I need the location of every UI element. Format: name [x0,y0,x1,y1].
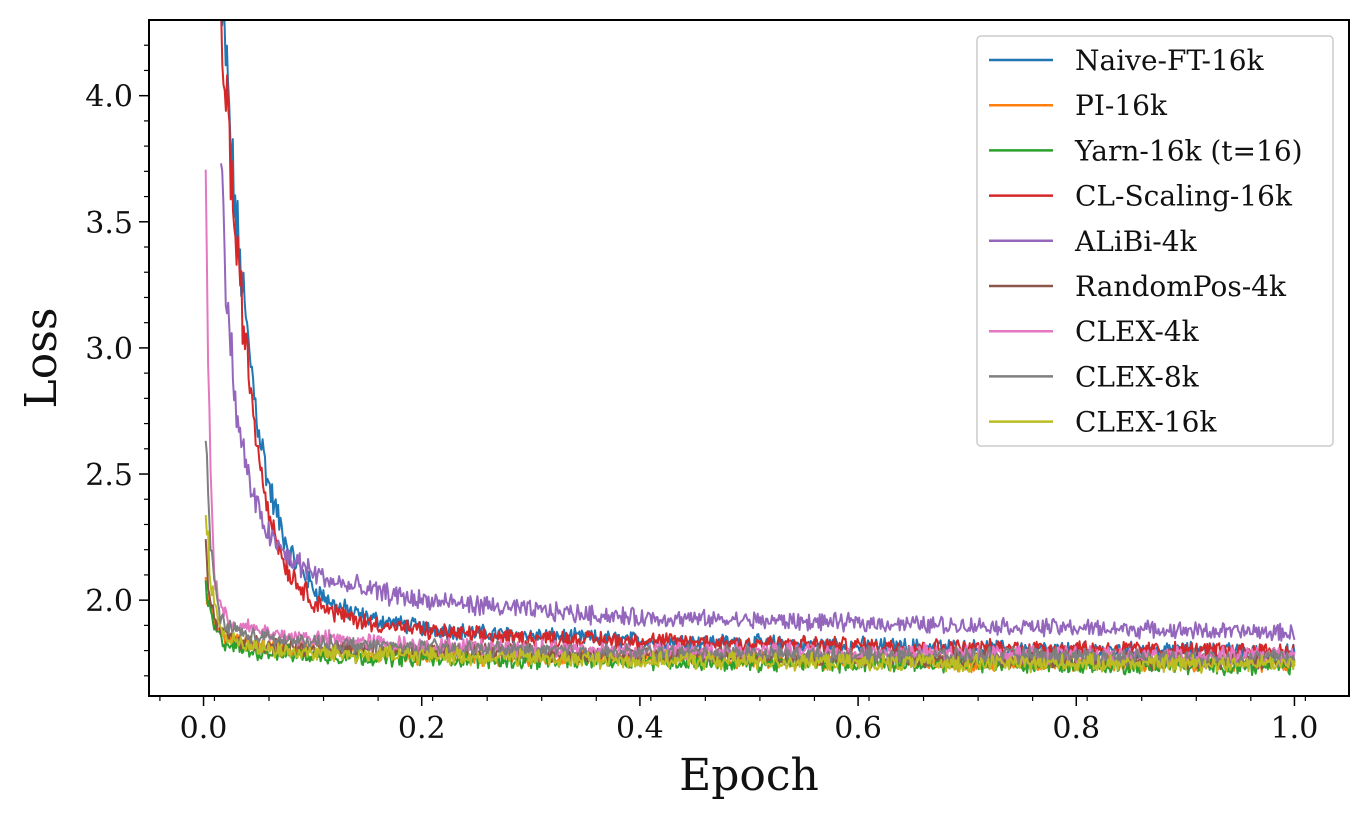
legend-label: PI-16k [1075,89,1168,122]
y-axis: 2.0 2.5 3.0 3.5 4.0 [85,44,149,677]
y-axis-title: Loss [16,308,67,409]
x-tick-label: 1.0 [1271,711,1319,746]
legend-item: RandomPos-4k [989,270,1287,303]
x-tick-label: 0.0 [180,711,228,746]
legend-label: CLEX-4k [1075,315,1200,348]
legend-label: CL-Scaling-16k [1075,180,1293,213]
legend-label: CLEX-8k [1075,360,1200,393]
y-tick-label: 2.0 [85,584,133,619]
x-tick-label: 0.8 [1052,711,1100,746]
legend-item: CLEX-16k [989,406,1217,439]
legend-item: CLEX-4k [989,315,1200,348]
y-tick-label: 2.5 [85,458,133,493]
legend-label: ALiBi-4k [1074,225,1198,258]
x-tick-label: 0.6 [834,711,882,746]
legend-label: Yarn-16k (t=16) [1074,134,1303,167]
legend-item: ALiBi-4k [989,225,1198,258]
series-line-naive-ft-16k [221,20,1296,662]
legend-item: PI-16k [989,89,1168,122]
legend-label: Naive-FT-16k [1075,44,1265,77]
series-line-clex-16k [204,515,1296,674]
y-tick-label: 4.0 [85,80,133,115]
plot-frame [148,19,1350,697]
series-line-alibi-4k [220,163,1296,642]
x-axis: 0.0 0.2 0.4 0.6 0.8 1.0 [159,696,1319,746]
legend-item: Naive-FT-16k [989,44,1265,77]
series-line-cl-scaling-16k [220,20,1295,662]
x-axis-title: Epoch [679,750,819,801]
x-tick-label: 0.2 [398,711,446,746]
x-tick-label: 0.4 [616,711,664,746]
legend-item: Yarn-16k (t=16) [989,134,1303,167]
series-layer [204,20,1296,677]
legend-label: CLEX-16k [1075,406,1217,439]
legend-item: CLEX-8k [989,360,1200,393]
legend-item: CL-Scaling-16k [989,180,1293,213]
y-tick-label: 3.5 [85,206,133,241]
y-tick-label: 3.0 [85,332,133,367]
legend-box [976,35,1334,447]
legend: Naive-FT-16k PI-16k Yarn-16k (t=16) CL-Scal… [976,35,1334,447]
legend-label: RandomPos-4k [1075,270,1287,303]
